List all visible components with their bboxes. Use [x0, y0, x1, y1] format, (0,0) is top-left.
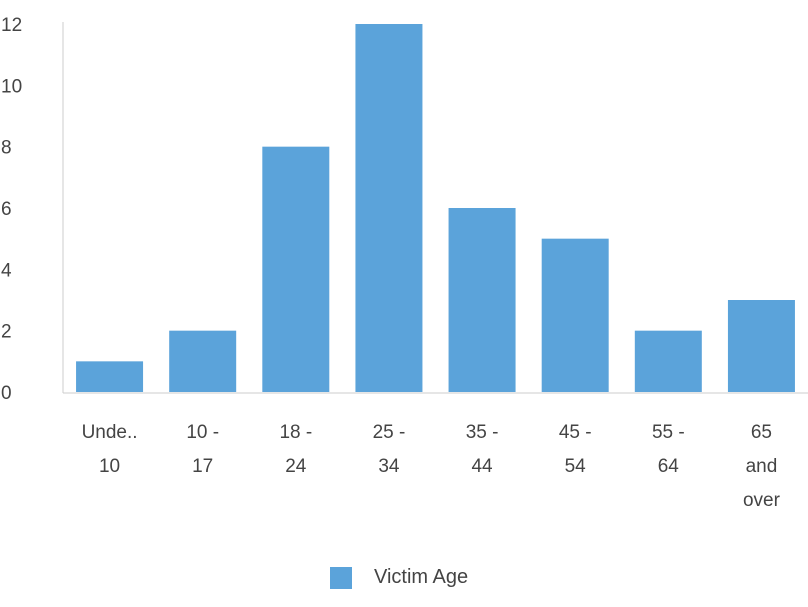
x-tick-label-line: 35 - [466, 422, 499, 443]
x-tick-label-line: 45 - [559, 422, 592, 443]
y-tick-label: 10 [1, 76, 22, 97]
bar[interactable] [76, 361, 144, 392]
bar[interactable] [448, 208, 516, 392]
legend-swatch [330, 566, 352, 589]
y-tick-label: 6 [1, 199, 12, 220]
x-tick-label-line: 64 [658, 456, 680, 477]
x-tick-label: Unde.. 10 [82, 422, 138, 477]
x-tick-label-line: over [743, 490, 781, 511]
x-tick-label: 55 - 64 [652, 422, 685, 477]
x-tick-label: 45 - 54 [559, 422, 592, 477]
x-tick-label: 65 and over [743, 422, 781, 511]
x-tick-label-line: 65 [751, 422, 772, 443]
x-tick-label-line: 24 [285, 456, 307, 477]
legend-label-victim-age: Victim Age [374, 566, 469, 588]
legend: Victim Age [330, 566, 468, 589]
x-tick-label: 25 - 34 [373, 422, 406, 477]
x-tick-label-line: 55 - [652, 422, 685, 443]
x-tick-label-line: Unde.. [82, 422, 138, 443]
x-tick-label-line: and [746, 456, 778, 477]
x-tick-label-line: 18 - [279, 422, 312, 443]
y-tick-label: 12 [1, 15, 22, 36]
bar[interactable] [727, 300, 795, 392]
x-tick-label-line: 17 [192, 456, 213, 477]
bar[interactable] [169, 330, 237, 392]
y-tick-label: 0 [1, 383, 12, 404]
bar[interactable] [262, 146, 330, 392]
x-tick-label-line: 25 - [373, 422, 406, 443]
x-tick-label: 18 - 24 [279, 422, 312, 477]
bar[interactable] [355, 24, 423, 392]
x-tick-label-line: 10 - [186, 422, 219, 443]
x-tick-label-line: 54 [565, 456, 587, 477]
x-tick-label: 10 - 17 [186, 422, 219, 477]
bar[interactable] [541, 238, 609, 392]
x-tick-label-line: 44 [471, 456, 493, 477]
y-tick-label: 4 [1, 260, 12, 281]
y-tick-label: 2 [1, 322, 12, 343]
bar[interactable] [634, 330, 702, 392]
x-tick-label-line: 10 [99, 456, 120, 477]
x-tick-label-line: 34 [378, 456, 400, 477]
y-tick-label: 8 [1, 138, 12, 159]
x-tick-label: 35 - 44 [466, 422, 499, 477]
